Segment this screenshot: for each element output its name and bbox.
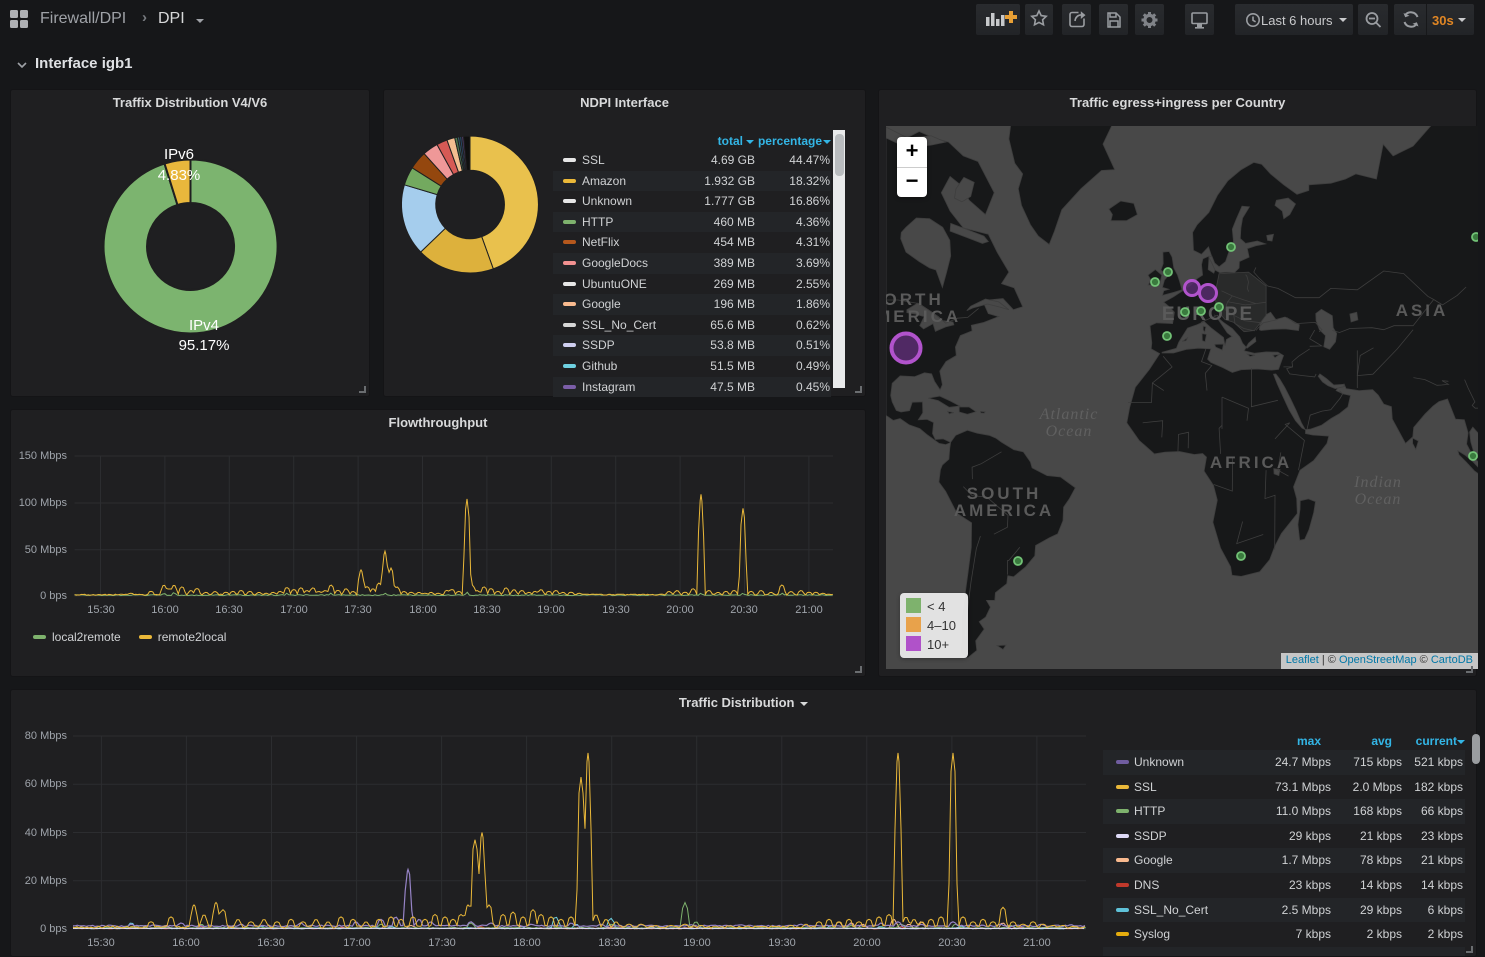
svg-text:AMERICA: AMERICA: [886, 307, 961, 326]
svg-text:EUROPE: EUROPE: [1162, 304, 1254, 325]
svg-text:ASIA: ASIA: [1396, 301, 1449, 320]
svg-text:SOUTH: SOUTH: [967, 484, 1042, 503]
svg-text:AFRICA: AFRICA: [1210, 453, 1292, 472]
svg-text:NORTH: NORTH: [886, 290, 944, 309]
svg-text:Indian: Indian: [1353, 474, 1402, 491]
svg-text:Atlantic: Atlantic: [1039, 406, 1099, 423]
svg-text:Ocean: Ocean: [1355, 491, 1402, 508]
svg-text:Ocean: Ocean: [1046, 423, 1093, 440]
svg-text:AMERICA: AMERICA: [954, 501, 1054, 520]
